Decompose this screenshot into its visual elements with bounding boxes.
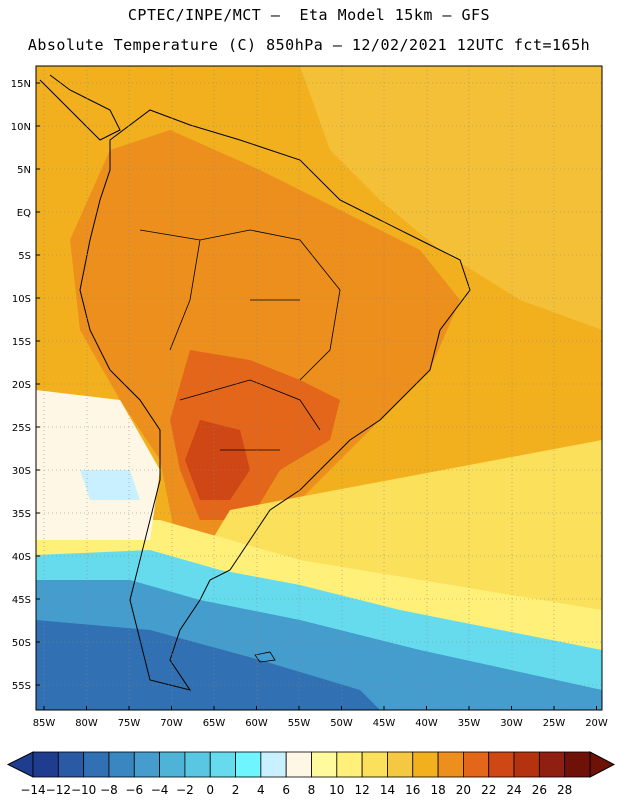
colorbar-label: 10 [329, 783, 344, 797]
lon-label: 20W [585, 718, 608, 729]
colorbar-swatch [57, 751, 85, 778]
coastline-south-america [79, 109, 471, 691]
lat-label: 25S [12, 423, 31, 434]
field-ocean-north [300, 66, 602, 330]
lat-label: 10S [12, 294, 31, 305]
lat-label: 40S [12, 552, 31, 563]
colorbar-label: 20 [456, 783, 471, 797]
colorbar-swatch [159, 751, 186, 778]
colorbar-label: −12 [46, 783, 71, 797]
colorbar-swatch [133, 751, 160, 778]
lat-label: 50S [12, 638, 31, 649]
lon-label: 50W [330, 718, 353, 729]
colorbar-swatch [83, 751, 110, 778]
lat-label: 55S [12, 681, 31, 692]
colorbar-swatch [488, 751, 515, 778]
lon-label: 80W [75, 718, 98, 729]
colorbar-swatch [108, 751, 135, 778]
colorbar-label: −14 [20, 783, 45, 797]
temperature-field [36, 66, 602, 710]
lon-label: 30W [500, 718, 523, 729]
lon-label: 60W [245, 718, 268, 729]
lat-label: 30S [12, 466, 31, 477]
field-continent-warm [70, 130, 460, 560]
colorbar-swatch [336, 751, 363, 778]
latitude-axis: 15N 10N 5N EQ 5S 10S 15S 20S 25S 30S 35S 40S 45S 50S 5… [11, 79, 40, 692]
coastline-central-america [39, 74, 121, 141]
colorbar-swatch [463, 751, 490, 778]
field-pacific-cool [80, 470, 140, 500]
colorbar-swatch [311, 751, 338, 778]
lon-label: 35W [458, 718, 481, 729]
colorbar-label: 28 [557, 783, 572, 797]
lat-label: 5N [17, 165, 31, 176]
colorbar-swatch [32, 751, 59, 778]
colorbar-swatch [361, 751, 388, 778]
lat-label: 5S [18, 251, 31, 262]
colorbar-label: 2 [232, 783, 240, 797]
colorbar: −14 −12 −10 −8 −6 −4 −2 0 2 4 6 8 10 12 14 16 18 20 22 24 26… [6, 751, 616, 797]
colorbar-swatch [513, 751, 540, 778]
map-frame [35, 65, 603, 711]
field-coldest-band [36, 620, 380, 710]
colorbar-swatch [412, 751, 439, 778]
colorbar-label: 26 [532, 783, 547, 797]
lat-label: 15N [11, 79, 31, 90]
lat-label: 45S [12, 595, 31, 606]
colorbar-swatch [209, 751, 236, 778]
lat-label: 35S [12, 509, 31, 520]
colorbar-label: 18 [430, 783, 445, 797]
colorbar-label: 14 [380, 783, 395, 797]
colorbar-swatch [184, 751, 211, 778]
colorbar-label: 4 [257, 783, 265, 797]
colorbar-swatch [387, 751, 414, 778]
country-borders [139, 229, 341, 451]
falkland-islands [254, 651, 276, 663]
colorbar-swatch [564, 751, 591, 778]
colorbar-label: −10 [71, 783, 96, 797]
colorbar-swatch [437, 751, 464, 778]
colorbar-label: 8 [308, 783, 316, 797]
colorbar-swatch [538, 751, 566, 778]
lon-label: 85W [33, 718, 56, 729]
colorbar-label: 0 [206, 783, 214, 797]
colorbar-label: 6 [282, 783, 290, 797]
lat-label: EQ [17, 208, 31, 219]
lon-label: 65W [203, 718, 226, 729]
lon-label: 25W [543, 718, 566, 729]
colorbar-swatch [235, 751, 262, 778]
colorbar-label: −4 [151, 783, 169, 797]
colorbar-label: 24 [506, 783, 521, 797]
field-subtropical [36, 520, 602, 650]
title-line-1: CPTEC/INPE/MCT – Eta Model 15km – GFS [127, 6, 491, 24]
lon-label: 75W [118, 718, 141, 729]
lon-label: 40W [415, 718, 438, 729]
colorbar-min-arrow [6, 751, 34, 778]
lon-label: 55W [288, 718, 311, 729]
colorbar-max-arrow [589, 751, 616, 778]
colorbar-label: 12 [354, 783, 369, 797]
title-line-2: Absolute Temperature (C) 850hPa – 12/02/… [27, 36, 591, 54]
colorbar-label: −6 [125, 783, 143, 797]
colorbar-label: −2 [176, 783, 194, 797]
colorbar-label: 16 [405, 783, 420, 797]
lat-label: 10N [11, 122, 31, 133]
colorbar-label: −8 [100, 783, 118, 797]
lon-label: 70W [160, 718, 183, 729]
lon-label: 45W [373, 718, 396, 729]
longitude-axis: 85W 80W 75W 70W 65W 60W 55W 50W 45W 40W 35W 30W 25W 2… [33, 706, 608, 729]
colorbar-swatch [260, 751, 287, 778]
gridlines [36, 66, 602, 710]
lat-label: 15S [12, 337, 31, 348]
colorbar-label: 22 [481, 783, 496, 797]
lat-label: 20S [12, 380, 31, 391]
field-hottest [185, 420, 250, 500]
colorbar-swatch [285, 751, 312, 778]
